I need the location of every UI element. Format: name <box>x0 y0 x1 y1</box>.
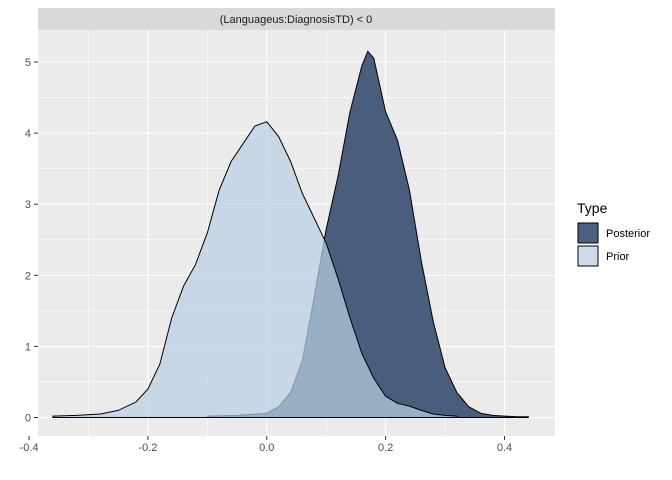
legend-title: Type <box>577 200 608 216</box>
facet-label: (Languageus:DiagnosisTD) < 0 <box>220 14 373 26</box>
x-tick-label: -0.4 <box>20 442 39 454</box>
x-tick-label: 0.2 <box>378 442 393 454</box>
x-tick-label: -0.2 <box>138 442 157 454</box>
legend: Type Posterior Prior <box>577 200 650 267</box>
x-tick-label: 0.0 <box>259 442 274 454</box>
y-axis: 0 1 2 3 4 5 <box>25 57 38 425</box>
legend-key-prior <box>577 245 599 267</box>
legend-label-posterior: Posterior <box>606 228 650 240</box>
density-areas <box>52 50 529 418</box>
x-axis: -0.4 -0.2 0.0 0.2 0.4 <box>20 436 512 454</box>
density-area-prior <box>52 121 458 418</box>
y-tick-label: 1 <box>25 341 31 353</box>
x-tick-label: 0.4 <box>497 442 512 454</box>
y-tick-label: 3 <box>25 199 31 211</box>
y-tick-label: 5 <box>25 57 31 69</box>
legend-key-posterior <box>577 222 599 244</box>
y-tick-label: 2 <box>25 270 31 282</box>
legend-label-prior: Prior <box>606 251 630 263</box>
y-tick-label: 4 <box>25 128 31 140</box>
y-tick-label: 0 <box>25 413 31 425</box>
facet-strip <box>38 8 555 30</box>
